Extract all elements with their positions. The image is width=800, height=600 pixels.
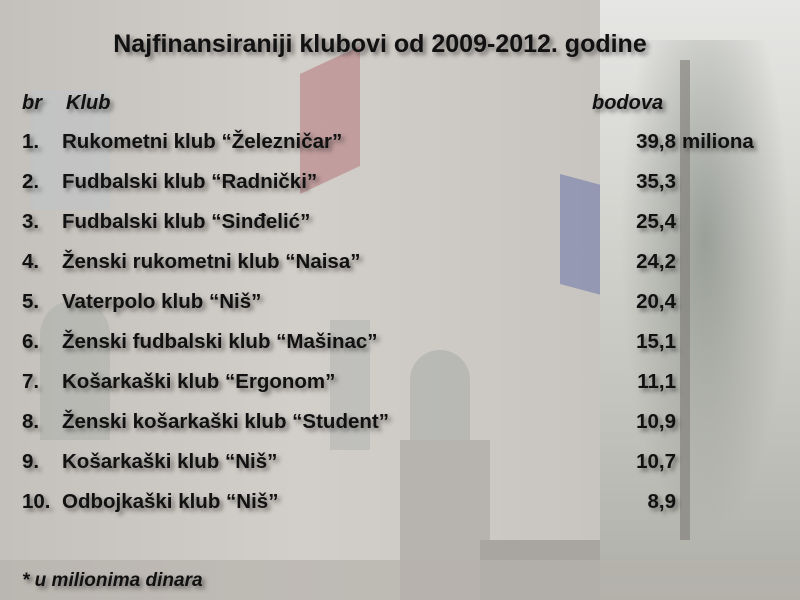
header-bodova: bodova	[592, 92, 664, 114]
club-value: 35,3	[636, 170, 676, 193]
club-value: 8,9	[647, 490, 677, 513]
club-value: 39,8	[636, 130, 676, 153]
header-br: br	[22, 92, 42, 114]
club-name: Vaterpolo klub “Niš”	[62, 290, 262, 313]
club-name: Ženski košarkaški klub “Student”	[62, 410, 389, 433]
club-name: Košarkaški klub “Niš”	[62, 450, 278, 473]
rank-number: 9.	[22, 450, 40, 473]
club-value: 25,4	[636, 210, 676, 233]
header-klub: Klub	[66, 92, 111, 114]
club-name: Odbojkaški klub “Niš”	[62, 490, 279, 513]
list-item: 1. Rukometni klub “Železničar” 39,8 miliona	[0, 130, 800, 160]
list-item: 9. Košarkaški klub “Niš” 10,7	[0, 450, 800, 480]
rank-number: 6.	[22, 330, 40, 353]
rank-number: 2.	[22, 170, 40, 193]
rank-number: 5.	[22, 290, 40, 313]
list-item: 7. Košarkaški klub “Ergonom” 11,1	[0, 370, 800, 400]
club-name: Ženski fudbalski klub “Mašinac”	[62, 330, 378, 353]
club-value: 11,1	[637, 370, 676, 393]
rank-number: 10.	[22, 490, 51, 513]
list-item: 6. Ženski fudbalski klub “Mašinac” 15,1	[0, 330, 800, 360]
club-name: Rukometni klub “Železničar”	[62, 130, 343, 153]
rank-number: 3.	[22, 210, 40, 233]
list-item: 10. Odbojkaški klub “Niš” 8,9	[0, 490, 800, 520]
club-value: 10,7	[636, 450, 676, 473]
list-item: 4. Ženski rukometni klub “Naisa” 24,2	[0, 250, 800, 280]
club-value: 20,4	[636, 290, 676, 313]
list-item: 3. Fudbalski klub “Sinđelić” 25,4	[0, 210, 800, 240]
list-item: 5. Vaterpolo klub “Niš” 20,4	[0, 290, 800, 320]
club-value: 10,9	[636, 410, 676, 433]
club-name: Košarkaški klub “Ergonom”	[62, 370, 336, 393]
footnote: * u milionima dinara	[22, 570, 203, 591]
club-value: 24,2	[636, 250, 676, 273]
rank-number: 7.	[22, 370, 40, 393]
club-value: 15,1	[636, 330, 676, 353]
rank-number: 4.	[22, 250, 40, 273]
list-item: 8. Ženski košarkaški klub “Student” 10,9	[0, 410, 800, 440]
slide-title: Najfinansiraniji klubovi od 2009-2012. g…	[113, 30, 647, 58]
rank-number: 8.	[22, 410, 40, 433]
club-name: Fudbalski klub “Sinđelić”	[62, 210, 311, 233]
rank-number: 1.	[22, 130, 40, 153]
club-name: Ženski rukometni klub “Naisa”	[62, 250, 361, 273]
club-name: Fudbalski klub “Radnički”	[62, 170, 318, 193]
list-item: 2. Fudbalski klub “Radnički” 35,3	[0, 170, 800, 200]
value-unit: miliona	[682, 130, 754, 153]
